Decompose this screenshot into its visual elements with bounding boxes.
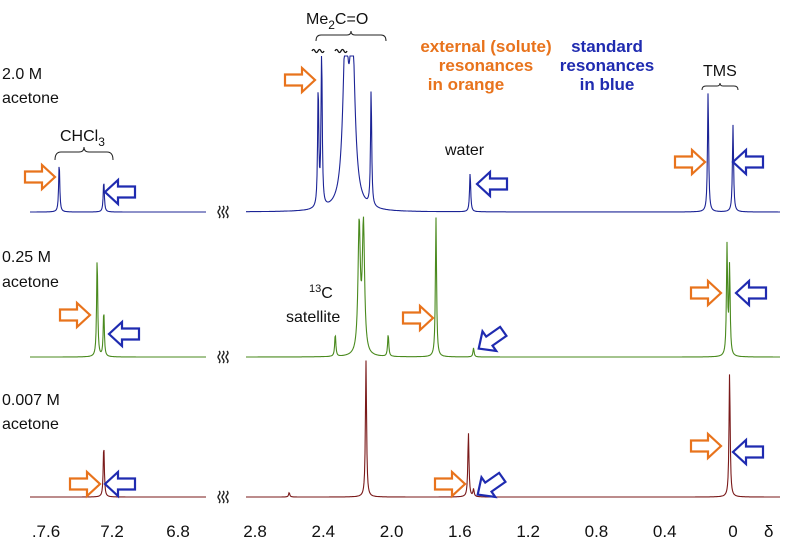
break-mark (217, 205, 221, 219)
legend-blue-line2: resonances (560, 56, 655, 75)
blue-arrow-icon (477, 325, 508, 353)
x-tick-label: 6.8 (166, 522, 190, 541)
x-tick-label: 0.8 (585, 522, 609, 541)
x-tick-label: .7.6 (32, 522, 60, 541)
clip-mark-2 (334, 48, 348, 54)
break-mark (225, 350, 229, 364)
satellite-label: satellite (286, 309, 340, 326)
c13-label: 13C (309, 283, 333, 302)
orange-arrow-icon (23, 162, 57, 192)
blue-arrow-icon (731, 147, 765, 177)
orange-arrow-icon (689, 278, 723, 308)
orange-arrow-icon (673, 147, 707, 177)
break-mark (221, 205, 225, 219)
row1-label-name: acetone (2, 90, 59, 107)
legend-orange-line1: external (solute) (420, 37, 551, 56)
spectrum-2-panel-1 (30, 262, 206, 358)
orange-arrow-icon (689, 431, 723, 461)
legend-orange-line3: in orange (428, 75, 505, 94)
orange-arrow-icon (68, 469, 102, 499)
blue-arrow-icon (107, 319, 141, 349)
row1-label-conc: 2.0 M (2, 66, 42, 83)
chcl3-bracket (54, 146, 114, 161)
chcl3-label: CHCl3 (60, 128, 105, 149)
x-tick-label: 2.8 (243, 522, 267, 541)
spectrum-3-panel-2 (246, 360, 780, 498)
break-mark (221, 350, 225, 364)
blue-arrow-icon (475, 169, 509, 199)
legend-orange-line2: resonances (439, 56, 534, 75)
row3-label-conc: 0.007 M (2, 392, 60, 409)
break-mark (225, 205, 229, 219)
tms-bracket (701, 82, 739, 91)
x-tick-label: 2.0 (380, 522, 404, 541)
blue-arrow-icon (103, 469, 137, 499)
x-tick-label: 7.2 (100, 522, 124, 541)
break-mark (217, 350, 221, 364)
x-tick-label: 1.2 (516, 522, 540, 541)
acetone-label: Me2C=O (306, 11, 368, 32)
orange-arrow-icon (58, 300, 92, 330)
blue-arrow-icon (476, 471, 507, 499)
blue-arrow-icon (731, 437, 765, 467)
x-tick-label: 1.6 (448, 522, 472, 541)
spectrum-1-panel-2 (246, 55, 780, 213)
orange-arrow-icon (433, 469, 467, 499)
axis-break-marks (217, 205, 229, 504)
blue-arrow-icon (103, 177, 137, 207)
x-tick-label: 0 (728, 522, 737, 541)
legend-blue-line3: in blue (580, 75, 635, 94)
legend-blue-line1: standard (571, 37, 643, 56)
row3-label-name: acetone (2, 416, 59, 433)
x-tick-label: 0.4 (653, 522, 677, 541)
tms-label: TMS (703, 63, 737, 80)
orange-arrow-icon (283, 65, 317, 95)
break-mark (225, 490, 229, 504)
break-mark (221, 490, 225, 504)
x-tick-label: 2.4 (311, 522, 335, 541)
spectrum-2-panel-2 (246, 216, 780, 358)
break-mark (217, 490, 221, 504)
orange-arrow-icon (401, 303, 435, 333)
row2-label-name: acetone (2, 274, 59, 291)
blue-arrow-icon (734, 278, 768, 308)
clip-mark-1 (311, 48, 325, 54)
row2-label-conc: 0.25 M (2, 249, 51, 266)
axis-delta-label: δ (764, 522, 773, 541)
acetone-bracket (315, 30, 387, 42)
water-label: water (444, 142, 485, 159)
spectrum-1-panel-1 (30, 166, 206, 213)
